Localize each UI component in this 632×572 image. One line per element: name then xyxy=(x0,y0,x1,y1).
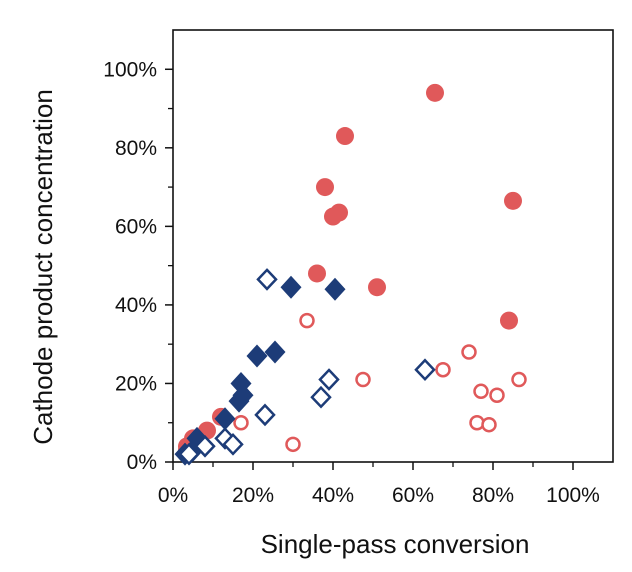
filled-circle-point xyxy=(426,83,444,102)
filled-diamond-point xyxy=(246,344,268,368)
open-circle-point xyxy=(481,416,497,433)
open-diamond-point xyxy=(310,385,332,409)
open-diamond-point xyxy=(194,434,216,458)
y-tick-label: 60% xyxy=(115,215,157,238)
x-tick-label: 40% xyxy=(312,484,354,507)
open-circle-point xyxy=(435,361,451,378)
axes: 0% 20% 40% 60% 80% 100% 0% 20% 40% 60% 80% 100% xyxy=(103,29,614,507)
y-tick-label: 20% xyxy=(115,372,157,395)
x-tick-label: 100% xyxy=(546,484,600,507)
x-tick-label: 20% xyxy=(232,484,274,507)
y-tick-label: 100% xyxy=(103,58,157,81)
open-diamond-point xyxy=(254,403,276,427)
y-tick-label: 0% xyxy=(127,451,157,474)
open-diamond-point xyxy=(318,368,340,391)
filled-circle-point xyxy=(324,207,342,226)
open-circle-point xyxy=(489,387,505,403)
x-tick-label: 0% xyxy=(158,484,188,507)
open-circle-point xyxy=(511,371,527,388)
x-axis-title: Single-pass conversion xyxy=(261,529,530,559)
open-diamond-point xyxy=(222,433,244,456)
filled-diamond-point xyxy=(214,407,236,431)
open-circle-point xyxy=(285,436,301,453)
filled-diamond-point xyxy=(228,389,250,413)
open-diamond-point xyxy=(256,268,278,291)
filled-diamond-point xyxy=(264,340,286,364)
x-tick-label: 80% xyxy=(472,484,514,507)
filled-circle-point xyxy=(316,178,334,197)
open-diamond-point xyxy=(178,442,200,466)
plot-frame xyxy=(172,29,614,463)
filled-diamond-point xyxy=(280,275,302,299)
filled-circle-point xyxy=(308,264,326,283)
open-circle-point xyxy=(355,371,371,388)
filled-circle-point xyxy=(500,311,518,330)
filled-circle-point xyxy=(504,191,522,210)
data-markers xyxy=(174,83,527,466)
x-tick-label: 60% xyxy=(392,484,434,507)
y-axis-title: Cathode product concentration xyxy=(28,89,58,445)
open-diamond-point xyxy=(414,358,436,382)
filled-diamond-point xyxy=(324,277,346,301)
open-circle-point xyxy=(461,344,477,360)
y-tick-label: 80% xyxy=(115,137,157,160)
y-tick-label: 40% xyxy=(115,294,157,317)
open-circle-point xyxy=(233,414,249,431)
open-circle-point xyxy=(473,383,489,400)
filled-circle-point xyxy=(368,278,386,297)
filled-circle-point xyxy=(336,127,354,146)
open-circle-point xyxy=(299,312,315,329)
